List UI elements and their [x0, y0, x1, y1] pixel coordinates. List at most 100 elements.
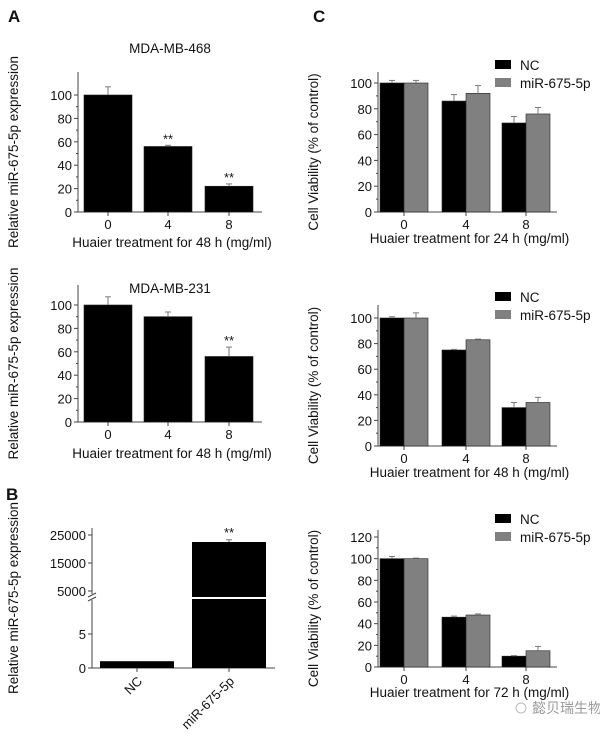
y-axis-label: Relative miR-675-5p expression [6, 267, 21, 459]
x-tick-label: 4 [462, 451, 469, 466]
bar-mir-675-5p-8 [525, 402, 551, 447]
legend-swatch-0 [495, 292, 511, 301]
bar-value-0 [83, 94, 133, 213]
y-tick-label: 0 [365, 660, 372, 675]
y-axis-label: Relative miR-675-5p expression [6, 502, 21, 694]
y-tick-label: 100 [50, 298, 72, 313]
y-tick-label: 20 [358, 638, 372, 653]
x-axis-label: Huaier treatment for 72 h (mg/ml) [370, 685, 570, 700]
significance-label: ** [163, 131, 173, 146]
bar-nc-4 [441, 349, 467, 447]
panel-b: 0 5 5000 15000 25000 ** NC miR-675-5p Relative m… [6, 502, 275, 732]
y-tick-label: 80 [358, 337, 372, 352]
y-tick-label: 100 [350, 76, 372, 91]
y-tick-label: 60 [358, 595, 372, 610]
wechat-icon [515, 702, 527, 714]
y-axis-label: Cell Viability (% of control) [306, 307, 321, 464]
x-tick-label: NC [121, 674, 145, 698]
bar-mir-675-5p-4 [465, 339, 491, 447]
bar-nc-4 [441, 616, 467, 668]
bar-mir-675-5p-0 [403, 82, 429, 213]
x-axis-label: Huaier treatment for 48 h (mg/ml) [370, 465, 570, 480]
y-tick-label: 0 [79, 661, 86, 676]
bar-nc-0 [379, 317, 405, 447]
legend-label: miR-675-5p [520, 308, 591, 323]
y-tick-label: 60 [358, 362, 372, 377]
chart-title: MDA-MB-231 [129, 281, 211, 296]
y-tick-label: 60 [358, 128, 372, 143]
bar-value-4 [143, 316, 193, 423]
y-tick-label: 0 [65, 205, 72, 220]
x-tick-label: 0 [400, 672, 407, 687]
x-axis-label: Huaier treatment for 48 h (mg/ml) [72, 235, 272, 250]
y-tick-label: 80 [358, 573, 372, 588]
bar-nc-0 [379, 558, 405, 668]
panel-label-b: B [6, 485, 18, 504]
y-tick-label: 5000 [57, 584, 86, 599]
panel-a2: 0 20 40 60 80 100 0 4 8 ** MDA-MB-231 Huaier treatm… [6, 267, 272, 461]
y-tick-label: 100 [350, 311, 372, 326]
significance-label: ** [224, 525, 234, 540]
x-tick-label: 4 [462, 217, 469, 232]
axis-break-mark [87, 592, 97, 598]
y-tick-label: 15000 [50, 556, 86, 571]
panel-label-c: C [313, 7, 325, 26]
y-tick-label: 100 [350, 552, 372, 567]
y-axis-label: Relative miR-675-5p expression [6, 56, 21, 248]
x-tick-label: miR-675-5p [178, 674, 237, 733]
legend-label: miR-675-5p [520, 76, 591, 91]
bar-value-4 [143, 146, 193, 213]
bar-value-8 [204, 185, 254, 213]
legend-swatch-1 [495, 78, 511, 87]
x-tick-label: 0 [400, 217, 407, 232]
bar-mir-675-5p-8 [525, 113, 551, 213]
bar-nc-0 [379, 82, 405, 213]
bar-nc-8 [501, 122, 527, 213]
y-axis-label: Cell Viability (% of control) [306, 73, 321, 230]
x-tick-label: 8 [522, 672, 529, 687]
bar-nc [100, 661, 174, 668]
y-tick-label: 0 [365, 439, 372, 454]
x-tick-label: 0 [104, 217, 111, 232]
y-tick-label: 40 [58, 158, 72, 173]
x-axis-label: Huaier treatment for 48 h (mg/ml) [72, 446, 272, 461]
bar-value-0 [83, 304, 133, 423]
y-tick-label: 80 [58, 111, 72, 126]
significance-label: ** [224, 170, 234, 185]
bar-nc-8 [501, 655, 527, 668]
chart-title: MDA-MB-468 [129, 41, 211, 56]
y-tick-label: 5 [79, 627, 86, 642]
legend-label: miR-675-5p [520, 530, 591, 545]
watermark-text: 懿贝瑞生物 [532, 700, 600, 716]
y-tick-label: 20 [58, 392, 72, 407]
bar-mir-675-5p [192, 542, 266, 668]
legend-label: NC [520, 512, 540, 527]
x-tick-label: 4 [462, 672, 469, 687]
x-tick-label: 8 [522, 217, 529, 232]
watermark: 懿贝瑞生物 [515, 700, 600, 716]
bar-mir-675-5p-0 [403, 317, 429, 447]
y-tick-label: 60 [58, 345, 72, 360]
x-tick-label: 8 [522, 451, 529, 466]
y-axis-label: Cell Viability (% of control) [306, 530, 321, 687]
x-tick-label: 0 [400, 451, 407, 466]
legend-swatch-0 [495, 60, 511, 69]
bar-mir-675-5p-4 [465, 614, 491, 668]
x-tick-label: 4 [164, 217, 171, 232]
bar-nc-4 [441, 100, 467, 213]
x-tick-label: 8 [225, 427, 232, 442]
y-tick-label: 0 [65, 415, 72, 430]
y-tick-label: 120 [350, 530, 372, 545]
bar-value-8 [204, 356, 254, 423]
bar-mir-675-5p-4 [465, 93, 491, 213]
y-tick-label: 20 [358, 179, 372, 194]
panel-a1: 0 20 40 60 80 100 0 4 8 ** ** MDA-MB-468 Huaier trea… [6, 41, 272, 250]
y-tick-label: 20 [58, 182, 72, 197]
y-tick-label: 20 [358, 413, 372, 428]
y-tick-label: 80 [358, 102, 372, 117]
legend-swatch-0 [495, 514, 511, 523]
